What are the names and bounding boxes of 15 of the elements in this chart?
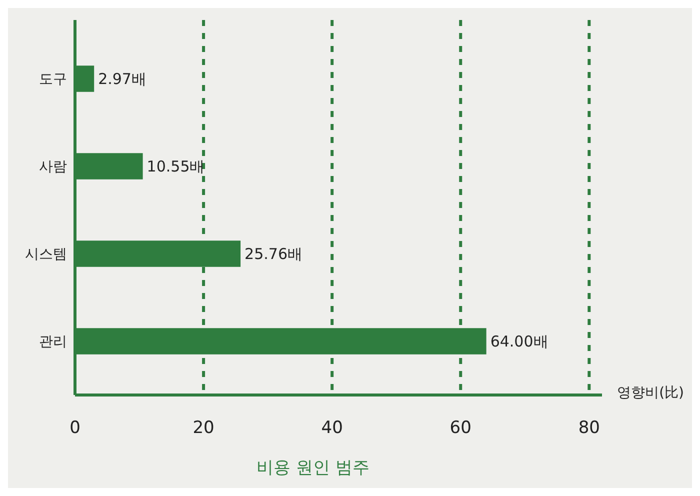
- x-tick-label: 20: [192, 418, 214, 438]
- x-tick-label: 40: [321, 418, 343, 438]
- y-tick-label: 사람: [39, 159, 67, 176]
- x-tick-label: 80: [578, 418, 600, 438]
- x-tick-label: 0: [70, 418, 80, 438]
- y-tick-label: 도구: [39, 72, 67, 88]
- y-tick-label: 시스템: [25, 246, 67, 263]
- y-tick-label: 관리: [39, 334, 67, 350]
- data-label: 64.00배: [490, 332, 548, 350]
- text: 비용 원인 범주: [256, 458, 370, 478]
- data-label: 2.97배: [98, 70, 146, 88]
- data-label: 10.55배: [146, 158, 205, 176]
- data-label: 25.76배: [244, 245, 303, 263]
- x-axis-title: 영향비(比): [617, 385, 684, 401]
- x-tick-label: 60: [450, 418, 472, 438]
